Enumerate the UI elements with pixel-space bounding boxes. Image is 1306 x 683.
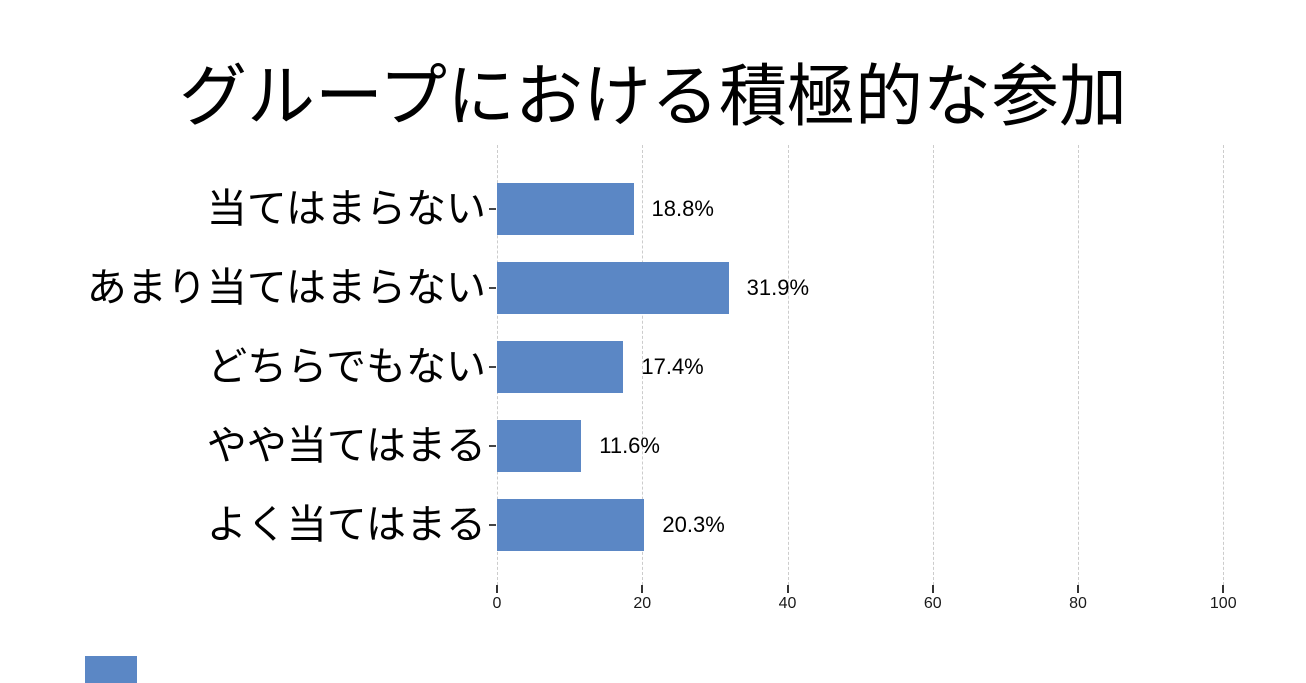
category-label: あまり当てはまらない xyxy=(86,265,486,311)
x-axis-tick-label: 40 xyxy=(778,595,797,612)
x-axis-tick xyxy=(496,585,498,593)
x-axis-tick xyxy=(786,585,789,593)
bar xyxy=(497,420,582,472)
x-axis-tick-label: 100 xyxy=(1209,595,1237,612)
category-label: どちらでもない xyxy=(207,344,486,390)
category-label: 当てはまらない xyxy=(206,186,486,232)
x-axis-tick-label: 20 xyxy=(633,595,652,612)
x-axis-tick-label: 60 xyxy=(923,595,942,612)
bar-value-label: 31.9% xyxy=(746,275,810,300)
gridline xyxy=(932,145,934,585)
x-axis-tick xyxy=(1077,585,1079,593)
gridline xyxy=(1223,145,1225,585)
bar xyxy=(497,183,634,235)
bar xyxy=(497,341,624,393)
y-axis-tick xyxy=(489,208,496,210)
y-axis-tick xyxy=(489,366,496,368)
category-label: よく当てはまる xyxy=(206,502,486,548)
x-axis-tick xyxy=(641,585,644,593)
bar-value-label: 20.3% xyxy=(662,512,725,537)
bar xyxy=(497,262,729,314)
gridline xyxy=(642,145,644,585)
bar xyxy=(497,499,645,551)
x-axis-tick-label: 80 xyxy=(1069,595,1087,612)
gridline xyxy=(787,145,789,585)
x-axis-tick xyxy=(931,585,934,593)
y-axis-tick xyxy=(489,524,496,526)
gridline xyxy=(1078,145,1079,585)
bar-value-label: 11.6% xyxy=(599,433,660,458)
bar-value-label: 18.8% xyxy=(651,196,714,221)
y-axis-tick xyxy=(489,445,496,447)
bar-value-label: 17.4% xyxy=(641,354,704,379)
chart-title: グループにおける積極的な参加 xyxy=(179,58,1127,137)
x-axis-tick xyxy=(1222,585,1225,593)
category-label: やや当てはまる xyxy=(206,423,486,469)
y-axis-tick xyxy=(489,287,496,289)
x-axis-tick-label: 0 xyxy=(492,595,502,612)
legend-swatch xyxy=(85,656,137,683)
